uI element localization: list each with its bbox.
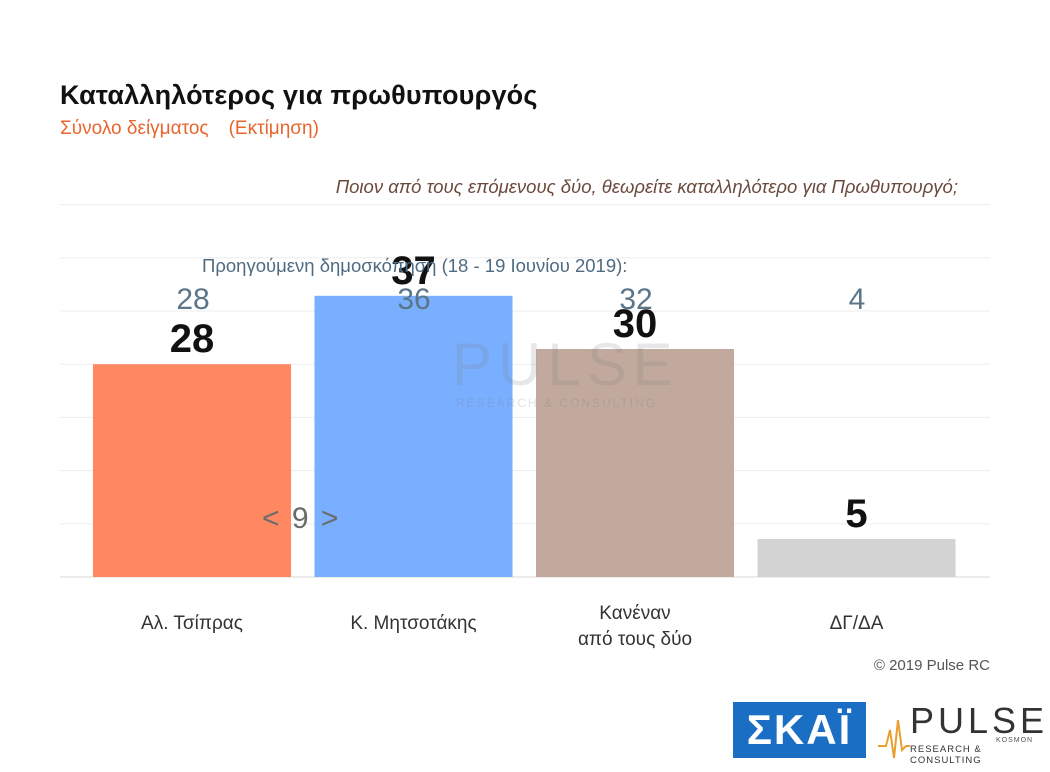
data-label-tsipras: 28 (170, 317, 215, 361)
subtitle-sample: Σύνολο δείγματος (60, 118, 209, 139)
previous-value-tsipras: 28 (176, 283, 210, 316)
data-label-dk: 5 (845, 492, 867, 536)
previous-value-neither: 32 (619, 283, 653, 316)
bar-tsipras (93, 364, 291, 577)
bar-mitsotakis (314, 295, 513, 577)
chart-subtitle: Σύνολο δείγματος (Εκτίμηση) (60, 118, 339, 140)
pulse-logo-word: PULSE (910, 700, 1049, 741)
pulse-logo-kosmon: KOSMON (996, 737, 1034, 744)
pulse-wave-icon (878, 719, 910, 759)
category-label-mitsotakis: Κ. Μητσοτάκης (304, 611, 524, 637)
watermark-sub: RESEARCH & CONSULTING (456, 396, 658, 410)
previous-value-mitsotakis: 36 (397, 283, 431, 316)
data-label-neither: 30 (613, 302, 658, 346)
copyright: © 2019 Pulse RC (873, 657, 990, 674)
pulse-logo: PULSE KOSMON RESEARCH & CONSULTING (876, 700, 1044, 766)
subtitle-estimate: (Εκτίμηση) (228, 118, 319, 139)
bar-dk (757, 539, 956, 577)
difference-label: < 9 > (262, 502, 341, 535)
category-label-line: Κανέναν (599, 603, 671, 624)
category-label-line: Αλ. Τσίπρας (141, 613, 243, 634)
data-labels: 28 37 30 5 (170, 249, 868, 536)
data-label-mitsotakis: 37 (391, 249, 436, 293)
category-label-neither: Κανέναν από τους δύο (525, 601, 745, 653)
category-label-line: από τους δύο (577, 629, 693, 650)
category-label-line: ΔΓ/ΔΑ (829, 613, 884, 634)
category-label-dk: ΔΓ/ΔΑ (747, 611, 967, 637)
bars (93, 295, 956, 577)
bar-neither (536, 349, 734, 577)
previous-value-dk: 4 (848, 283, 866, 316)
watermark-pulse: PULSE (452, 331, 679, 398)
category-label-line: Κ. Μητσοτάκης (350, 613, 477, 634)
survey-question: Ποιον από τους επόμενους δύο, θεωρείτε κ… (335, 176, 958, 197)
pulse-logo-sub: RESEARCH & CONSULTING (910, 744, 982, 766)
previous-poll-note: Προηγούμενη δημοσκόπηση (18 - 19 Ιουνίου… (202, 255, 628, 276)
skai-logo: ΣΚΑΪ (733, 702, 866, 758)
chart-title: Καταλληλότερος για πρωθυπουργός (60, 80, 538, 110)
category-label-tsipras: Αλ. Τσίπρας (82, 611, 302, 637)
